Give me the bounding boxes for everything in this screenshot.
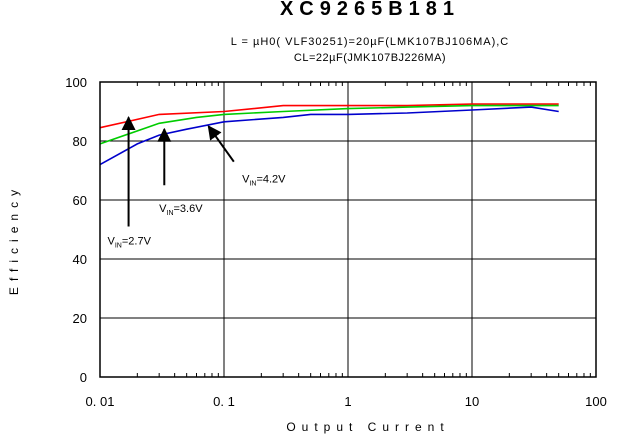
annotation-label: VIN=4.2V: [242, 173, 286, 187]
chart-subtitle-2: CL=22µF(JMK107BJ226MA): [293, 52, 447, 64]
x-tick-label: 100: [585, 394, 607, 409]
plot-frame: [99, 81, 597, 378]
annotation-arrow: [207, 125, 235, 163]
y-tick-label: 0: [80, 370, 87, 385]
x-tick-label: 0. 01: [86, 394, 115, 409]
y-axis-label: Efficiency: [7, 184, 21, 295]
y-tick-label: 80: [73, 134, 87, 149]
axes: 0. 01 0. 1 1 10 100 0 20 40 60 80 100 Output Curren…: [7, 75, 607, 434]
annotation-label: VIN=3.6V: [159, 203, 203, 217]
y-tick-label: 60: [73, 193, 87, 208]
series-lines: [99, 103, 559, 166]
x-axis-label: Output Current: [286, 420, 449, 434]
chart-title: XC9265B181: [279, 0, 461, 20]
series-line: [99, 106, 559, 166]
chart-subtitle-1: L = µH0( VLF30251)=20µF(LMK107BJ106MA),C: [230, 36, 510, 48]
y-tick-label: 20: [73, 311, 87, 326]
annotations: VIN=4.2V VIN=3.6V VIN=2.7V: [108, 116, 286, 249]
x-tick-label: 1: [344, 394, 351, 409]
annotation-label: VIN=2.7V: [108, 235, 152, 249]
x-tick-label: 10: [465, 394, 479, 409]
y-tick-label: 40: [73, 252, 87, 267]
x-tick-label: 0. 1: [213, 394, 235, 409]
series-line: [99, 103, 559, 129]
series-line: [99, 104, 559, 145]
grid-lines: [100, 82, 596, 377]
y-tick-label: 100: [65, 75, 87, 90]
